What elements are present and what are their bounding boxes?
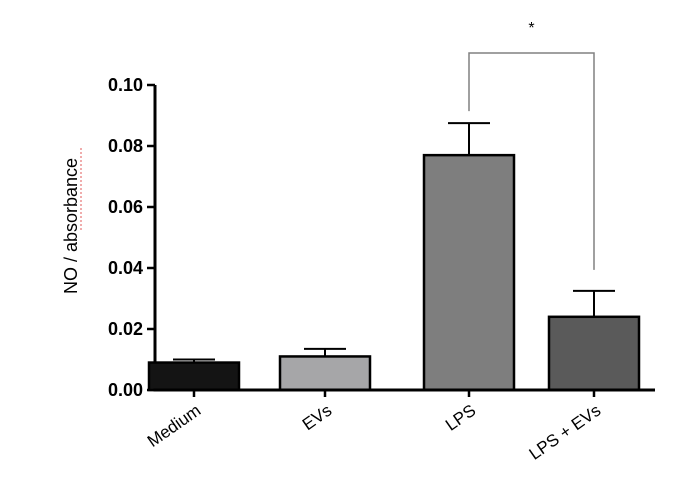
x-category-label: EVs xyxy=(299,401,335,434)
y-tick-label: 0.02 xyxy=(108,319,143,339)
bar-medium xyxy=(147,361,241,392)
y-axis-title: NO / absorbance xyxy=(61,158,81,294)
y-tick-label: 0.04 xyxy=(108,258,143,278)
x-axis: Medium EVs LPS LPS + EVs xyxy=(144,388,655,464)
bar-evs xyxy=(278,355,372,392)
bar-lps-evs xyxy=(547,315,641,392)
significance-label: * xyxy=(528,20,534,37)
bar-lps xyxy=(422,153,516,392)
significance-bracket-line xyxy=(468,52,595,270)
y-tick-label: 0.00 xyxy=(108,380,143,400)
bars xyxy=(147,122,641,392)
y-axis: 0.00 0.02 0.04 0.06 0.08 0.10 xyxy=(108,75,157,400)
y-tick-label: 0.08 xyxy=(108,136,143,156)
y-tick-label: 0.06 xyxy=(108,197,143,217)
significance-bracket: * xyxy=(468,20,595,270)
x-category-label: LPS + EVs xyxy=(526,401,605,464)
x-category-label: Medium xyxy=(144,401,204,451)
x-category-label: LPS xyxy=(442,401,479,435)
y-tick-label: 0.10 xyxy=(108,75,143,95)
